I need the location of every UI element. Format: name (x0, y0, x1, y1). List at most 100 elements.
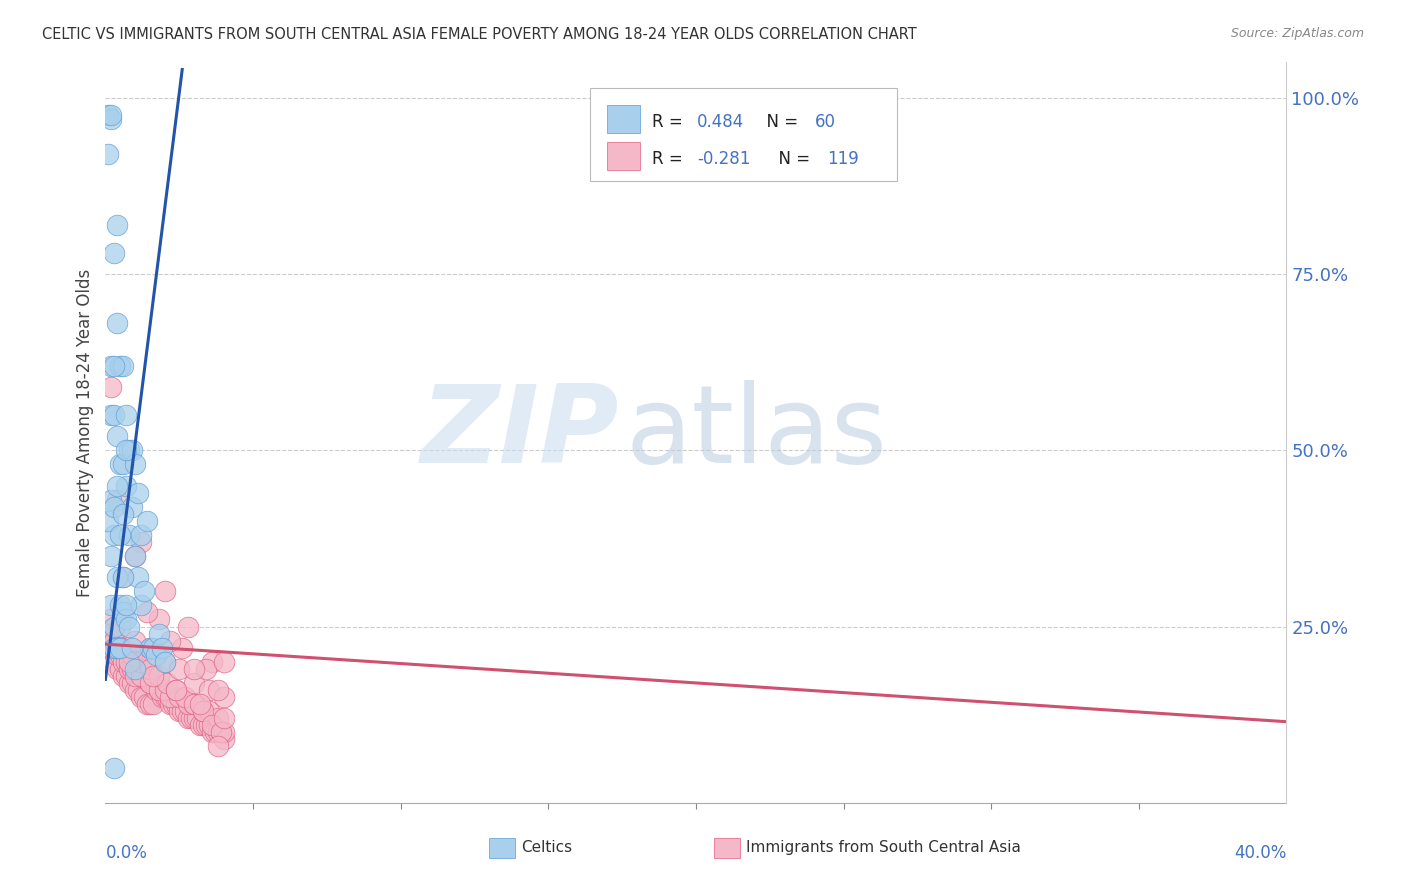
Point (121, 443, 143, 458)
Point (110, 662, 132, 676)
Point (118, 655, 141, 669)
Point (169, 662, 191, 676)
Point (115, 478, 138, 492)
Point (97, 623, 120, 637)
Point (159, 690, 181, 704)
Text: Immigrants from South Central Asia: Immigrants from South Central Asia (745, 840, 1021, 855)
Point (115, 443, 138, 458)
Point (197, 704, 219, 718)
Point (103, 408, 125, 422)
Point (165, 683, 187, 698)
Point (121, 640, 143, 655)
Point (115, 669, 138, 683)
Point (138, 697, 162, 711)
Point (105, 570, 128, 584)
Point (110, 640, 132, 655)
Point (188, 697, 211, 711)
Point (183, 662, 205, 676)
Point (132, 669, 155, 683)
Point (135, 697, 157, 711)
Point (129, 662, 152, 676)
Point (209, 725, 232, 739)
Point (115, 648, 138, 662)
Point (188, 718, 211, 732)
Point (183, 676, 205, 690)
Point (186, 711, 208, 725)
Point (148, 626, 170, 640)
Point (209, 725, 232, 739)
Point (207, 725, 229, 739)
Point (142, 697, 165, 711)
Point (138, 640, 162, 655)
Point (112, 458, 135, 472)
Point (118, 655, 141, 669)
Point (201, 725, 224, 739)
FancyBboxPatch shape (607, 104, 641, 133)
Point (153, 584, 176, 599)
Point (197, 718, 219, 732)
Point (172, 704, 194, 718)
Point (156, 676, 179, 690)
Point (100, 549, 122, 563)
Point (177, 697, 200, 711)
Point (105, 492, 128, 507)
Point (135, 669, 157, 683)
Point (212, 690, 235, 704)
Point (183, 697, 205, 711)
Point (127, 662, 149, 676)
Point (159, 697, 181, 711)
Point (110, 599, 132, 613)
Point (145, 648, 167, 662)
Point (127, 570, 149, 584)
Text: N =: N = (756, 112, 804, 130)
Point (194, 662, 217, 676)
Point (103, 655, 125, 669)
Point (105, 648, 128, 662)
Point (103, 633, 125, 648)
Point (97, 640, 120, 655)
Point (162, 697, 184, 711)
Point (100, 380, 122, 394)
Point (153, 655, 176, 669)
Text: atlas: atlas (626, 380, 887, 485)
Text: R =: R = (652, 150, 689, 168)
Text: -0.281: -0.281 (697, 150, 751, 168)
Point (194, 718, 217, 732)
Point (124, 669, 146, 683)
Point (150, 690, 173, 704)
Point (121, 500, 143, 514)
Point (118, 528, 141, 542)
Point (135, 514, 157, 528)
Point (100, 408, 122, 422)
Point (112, 655, 135, 669)
Text: ZIP: ZIP (420, 380, 619, 485)
Point (110, 528, 132, 542)
Point (180, 711, 202, 725)
Point (172, 640, 194, 655)
Point (138, 662, 162, 676)
FancyBboxPatch shape (714, 838, 740, 858)
Point (100, 599, 122, 613)
Point (118, 619, 141, 633)
Point (177, 711, 200, 725)
Point (110, 458, 132, 472)
Point (103, 500, 125, 514)
Point (110, 619, 132, 633)
Point (121, 662, 143, 676)
Point (204, 725, 226, 739)
Point (129, 528, 152, 542)
Point (124, 655, 146, 669)
Point (112, 606, 135, 620)
Point (100, 612, 122, 626)
Point (183, 711, 205, 725)
Point (121, 655, 143, 669)
Y-axis label: Female Poverty Among 18-24 Year Olds: Female Poverty Among 18-24 Year Olds (76, 268, 94, 597)
Point (138, 676, 162, 690)
Point (112, 570, 135, 584)
Point (105, 640, 128, 655)
Point (105, 662, 128, 676)
Point (105, 429, 128, 443)
Point (110, 640, 132, 655)
Point (100, 359, 122, 373)
Point (112, 648, 135, 662)
